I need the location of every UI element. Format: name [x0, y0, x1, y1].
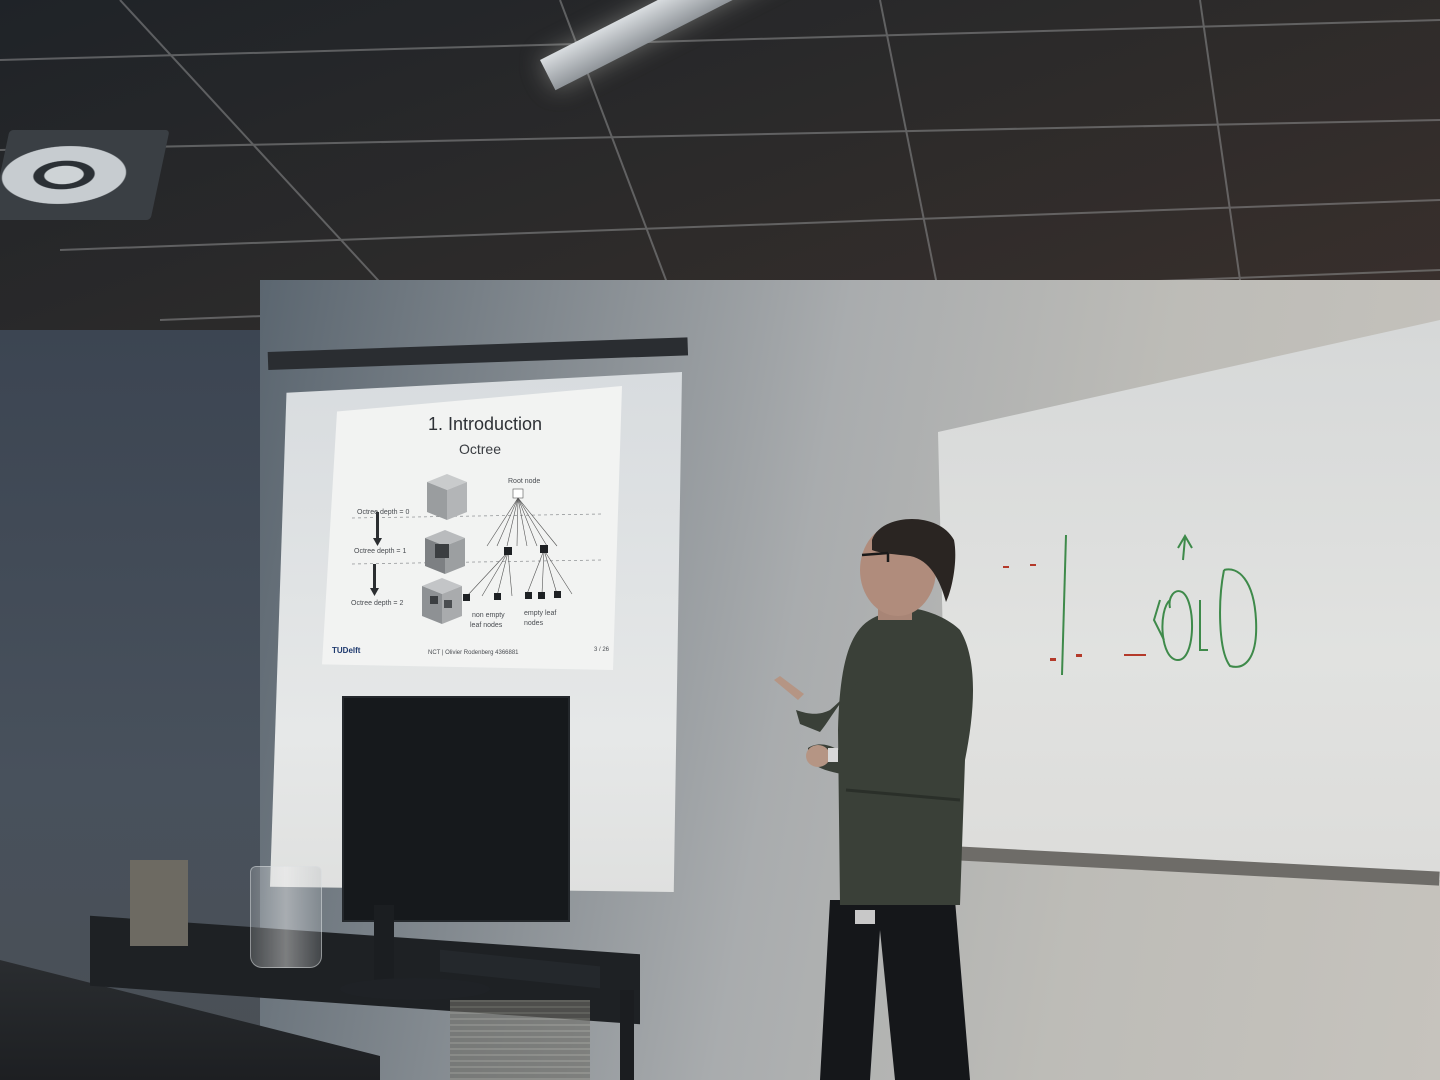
octree-tree-lines [466, 488, 573, 597]
university-logo: TUDelft [332, 646, 361, 655]
id-badge [855, 910, 875, 924]
whiteboard [938, 320, 1440, 880]
presenter [774, 518, 974, 1080]
presenter-torso [838, 608, 974, 905]
label-non-empty-2: leaf nodes [470, 622, 503, 629]
octree-diagram [351, 474, 603, 624]
slide-subtitle: Octree [458, 441, 501, 457]
desk-leg [620, 990, 634, 1080]
cube-depth-0 [427, 474, 467, 520]
slide-page-number: 3 / 26 [594, 647, 610, 653]
presenter-head [860, 518, 956, 620]
water-pitcher [250, 866, 322, 968]
label-empty-leaf-2: nodes [524, 620, 544, 627]
wall-vent-panel [450, 1000, 590, 1080]
label-root-node: Root node [508, 478, 541, 485]
presenter-legs [820, 900, 970, 1080]
label-non-empty: non empty [472, 612, 505, 619]
slide-footer: NCT | Olivier Rodenberg 4366881 [428, 650, 519, 656]
monitor-base [340, 978, 490, 1000]
cardboard-box [130, 860, 188, 946]
presenter-arm [774, 676, 860, 774]
label-empty-leaf: empty leaf [524, 610, 557, 617]
label-depth-1: Octree depth = 1 [354, 548, 407, 555]
cube-depth-2 [422, 578, 462, 624]
label-depth-0: Octree depth = 0 [357, 509, 410, 516]
cube-depth-1 [425, 530, 465, 574]
monitor-stand [374, 905, 394, 985]
slide-title: 1. Introduction [427, 414, 543, 434]
projected-slide [322, 386, 622, 670]
ceiling-vent [0, 130, 170, 220]
label-depth-2: Octree depth = 2 [351, 600, 404, 607]
computer-monitor [342, 696, 570, 922]
whiteboard-drawing [1003, 534, 1258, 676]
